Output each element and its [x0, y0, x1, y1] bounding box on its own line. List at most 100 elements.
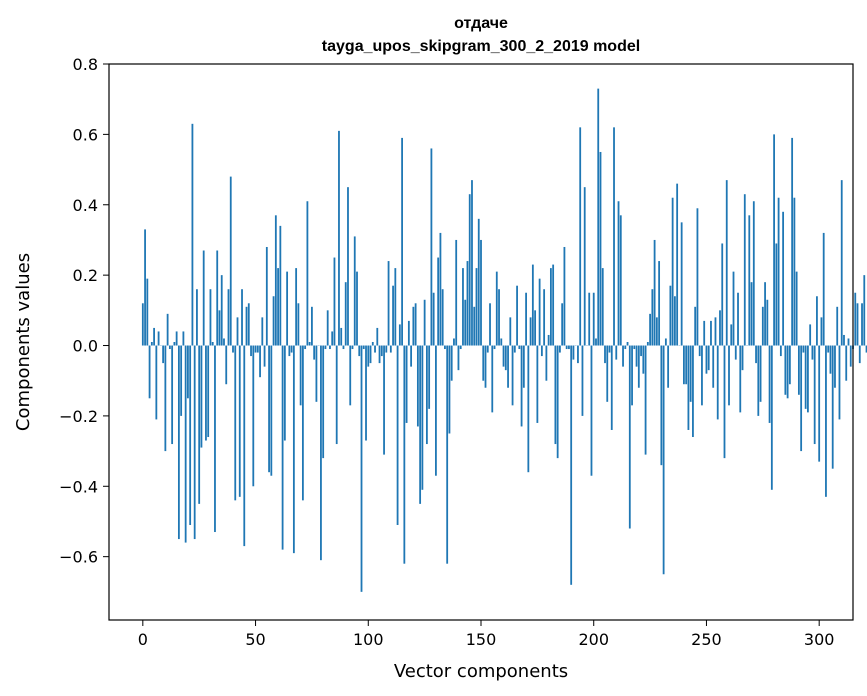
bar — [177, 345, 180, 540]
bar — [234, 345, 237, 501]
bar — [622, 345, 624, 367]
bar — [446, 345, 449, 564]
bar — [365, 345, 367, 441]
bar — [554, 345, 557, 445]
bar — [829, 345, 832, 374]
bar — [202, 250, 205, 346]
bar — [184, 345, 187, 543]
bar — [272, 296, 275, 346]
bar — [405, 345, 408, 423]
bar — [387, 261, 390, 346]
bar — [770, 345, 773, 490]
bar — [150, 342, 153, 346]
bar — [263, 345, 266, 367]
bar — [856, 303, 859, 346]
bar — [800, 345, 803, 452]
bar — [171, 345, 174, 445]
bar — [565, 345, 568, 350]
bar — [822, 232, 825, 346]
bar — [353, 236, 356, 346]
x-tick-label: 50 — [245, 630, 265, 649]
bar — [227, 289, 230, 346]
bar — [311, 306, 313, 346]
bar — [865, 345, 867, 353]
bar — [604, 345, 606, 364]
bar — [356, 271, 358, 346]
bar — [376, 327, 379, 346]
bar — [540, 345, 543, 357]
y-tick-label: 0.8 — [73, 55, 98, 74]
bar — [534, 310, 537, 346]
x-tick-label: 100 — [353, 630, 384, 649]
bar — [347, 187, 349, 346]
x-tick-label: 200 — [578, 630, 609, 649]
bar — [714, 317, 717, 346]
x-tick-label: 0 — [138, 630, 148, 649]
bar — [633, 345, 636, 350]
bar — [338, 130, 340, 346]
bar — [277, 268, 279, 346]
bar — [705, 345, 708, 374]
bar — [716, 345, 719, 420]
bar — [723, 345, 726, 459]
bar — [392, 285, 394, 346]
bar — [843, 334, 845, 346]
bar — [315, 345, 318, 402]
bar — [710, 320, 712, 346]
bar — [568, 345, 570, 350]
bar — [676, 183, 679, 346]
bar — [229, 176, 232, 346]
bar — [320, 345, 322, 561]
bar — [511, 345, 514, 406]
bar — [658, 261, 661, 346]
bar — [360, 345, 363, 592]
bar — [286, 271, 289, 346]
bar — [401, 137, 403, 346]
bar — [680, 222, 683, 346]
bar — [473, 306, 476, 346]
bar — [414, 303, 417, 346]
bar — [162, 345, 165, 364]
bar — [628, 345, 631, 529]
bar — [712, 345, 715, 388]
bar — [200, 345, 203, 448]
bar — [342, 345, 345, 350]
bar — [412, 306, 415, 346]
bar — [189, 345, 192, 525]
bar — [358, 345, 361, 357]
bar — [304, 345, 307, 350]
bar — [721, 243, 724, 346]
bar — [825, 345, 827, 497]
bar — [777, 197, 780, 346]
bar — [516, 285, 518, 346]
bar — [667, 345, 670, 388]
bar — [683, 345, 685, 385]
bar — [773, 134, 775, 346]
bar — [854, 292, 857, 346]
bar — [701, 345, 703, 406]
bar — [236, 317, 239, 346]
bar — [631, 345, 633, 406]
bar — [834, 345, 836, 388]
bar — [784, 345, 787, 395]
bar — [223, 338, 225, 346]
y-tick-label: 0.0 — [73, 337, 98, 356]
bar — [673, 296, 676, 346]
bar — [495, 271, 498, 346]
bar — [245, 306, 248, 346]
bar — [155, 345, 158, 420]
bar — [579, 127, 582, 346]
bar — [807, 345, 809, 413]
bar — [288, 345, 291, 357]
bar — [759, 345, 762, 402]
bar — [141, 303, 144, 346]
bar — [590, 345, 593, 476]
bar — [728, 345, 730, 406]
bar — [527, 345, 530, 473]
bar — [816, 296, 818, 346]
bar — [644, 345, 647, 455]
bar — [351, 345, 354, 350]
x-tick-label: 250 — [691, 630, 722, 649]
bar — [642, 345, 645, 374]
bar — [669, 285, 672, 346]
